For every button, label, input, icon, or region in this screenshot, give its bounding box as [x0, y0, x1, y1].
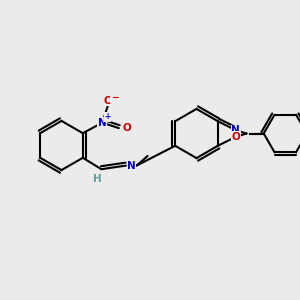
Text: O: O: [123, 123, 132, 133]
Text: O: O: [103, 96, 112, 106]
Text: O: O: [231, 132, 240, 142]
Text: H: H: [93, 174, 102, 184]
Text: N: N: [127, 160, 136, 171]
Text: N: N: [98, 118, 107, 128]
Text: N: N: [231, 125, 240, 135]
Text: −: −: [111, 93, 118, 102]
Text: +: +: [105, 112, 111, 121]
